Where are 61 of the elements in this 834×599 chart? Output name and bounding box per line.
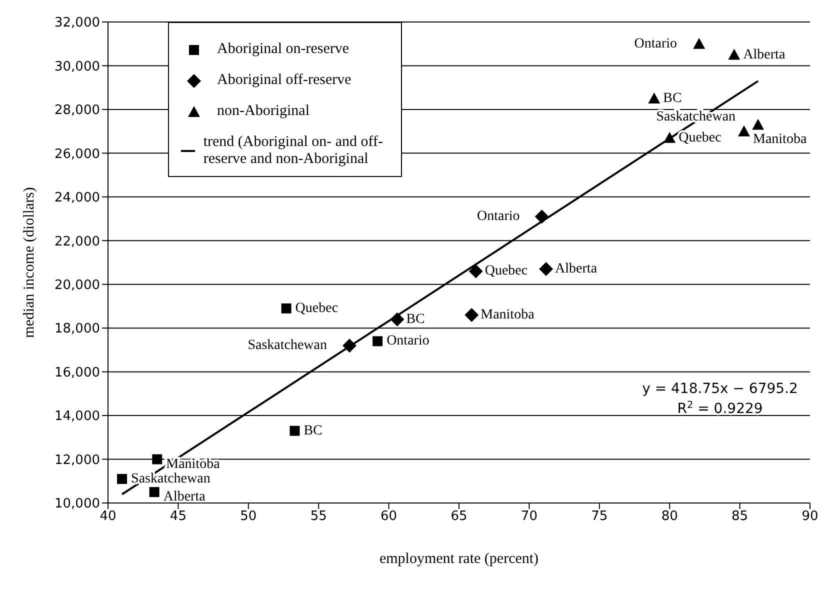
x-tick-label: 55 — [310, 509, 327, 524]
x-tick-label: 45 — [170, 509, 186, 524]
data-label: Ontario — [634, 36, 678, 52]
point — [468, 264, 483, 278]
x-tick-label: 90 — [802, 509, 818, 524]
point — [152, 454, 162, 464]
data-label: BC — [406, 312, 425, 327]
point — [372, 336, 383, 346]
x-tick-label: 50 — [240, 509, 257, 524]
point — [752, 118, 764, 130]
annotation: y = 418.75x − 6795.2 — [642, 381, 798, 397]
point — [738, 125, 750, 136]
data-label: Manitoba — [480, 307, 536, 322]
legend-label: trend (Aboriginal on- and off-reserve and non-Aboriginal — [203, 134, 384, 168]
x-tick-label: 60 — [380, 509, 398, 524]
point — [728, 48, 740, 60]
data-label: Quebec — [484, 264, 528, 279]
x-tick-label: 40 — [100, 509, 116, 524]
legend-label: Aboriginal on-reserve — [217, 41, 350, 58]
point — [539, 262, 554, 276]
x-tick-label: 85 — [732, 509, 748, 524]
y-tick-label: 28,000 — [54, 103, 100, 118]
y-tick-label: 24,000 — [54, 190, 100, 206]
legend-label: Aboriginal off-reserve — [217, 72, 352, 89]
point — [149, 487, 160, 498]
data-label: Alberta — [555, 262, 598, 277]
data-label: Alberta — [743, 47, 786, 62]
y-tick-label: 30,000 — [54, 59, 100, 74]
y-tick-label: 22,000 — [54, 234, 100, 250]
y-tick-label: 12,000 — [54, 452, 100, 468]
y-tick-label: 10,000 — [54, 496, 100, 512]
y-tick-label: 26,000 — [54, 146, 100, 162]
data-label: Quebec — [678, 130, 722, 146]
data-label: Ontario — [386, 334, 430, 349]
data-label: Quebec — [295, 300, 338, 316]
data-label: Manitoba — [166, 456, 221, 472]
x-tick-label: 80 — [661, 509, 678, 524]
data-label: Saskatchewan — [248, 338, 327, 354]
point — [464, 308, 479, 322]
data-label: BC — [663, 91, 682, 106]
x-axis-title: employment rate (percent) — [379, 551, 539, 567]
y-tick-label: 20,000 — [54, 278, 100, 293]
x-tick-label: 70 — [520, 509, 538, 524]
data-label: Ontario — [477, 209, 520, 224]
y-axis-title: median income (diollars) — [21, 187, 38, 338]
point — [648, 92, 660, 104]
point — [693, 38, 706, 49]
point — [281, 303, 292, 314]
x-tick-label: 75 — [591, 509, 608, 524]
y-tick-label: 18,000 — [54, 322, 100, 337]
annotation: R$^{2}$ = 0.9229 — [677, 400, 763, 417]
point — [117, 474, 128, 484]
data-label: Alberta — [163, 490, 206, 505]
data-label: Manitoba — [753, 132, 808, 147]
point — [290, 426, 300, 436]
legend-label: non-Aboriginal — [217, 103, 310, 120]
y-tick-label: 16,000 — [54, 365, 100, 380]
y-tick-label: 32,000 — [54, 16, 100, 31]
y-tick-label: 14,000 — [54, 409, 100, 424]
x-tick-label: 65 — [450, 509, 468, 524]
data-label: BC — [304, 423, 322, 438]
